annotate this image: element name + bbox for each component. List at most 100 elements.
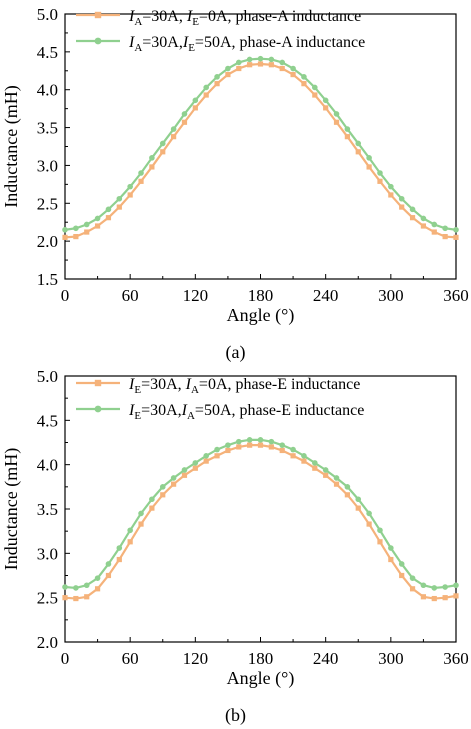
data-point bbox=[366, 521, 372, 527]
legend-label-part: =50A, phase-A inductance bbox=[195, 34, 365, 51]
x-tick-label: 300 bbox=[378, 286, 404, 305]
data-point bbox=[73, 595, 79, 602]
data-point bbox=[116, 204, 122, 210]
data-point bbox=[268, 444, 274, 450]
data-point bbox=[366, 164, 372, 170]
data-point bbox=[149, 505, 155, 511]
x-tick-label: 0 bbox=[61, 649, 70, 668]
data-point bbox=[453, 226, 459, 233]
x-tick-label: 300 bbox=[378, 649, 404, 668]
legend-label-part: =0A, phase-E inductance bbox=[199, 376, 360, 393]
y-tick-label: 3.5 bbox=[37, 500, 58, 519]
data-point bbox=[420, 594, 427, 600]
data-point bbox=[322, 97, 329, 104]
data-point bbox=[279, 447, 285, 454]
data-point bbox=[398, 561, 405, 567]
panel-caption: (a) bbox=[226, 342, 246, 363]
x-tick-label: 120 bbox=[183, 649, 209, 668]
y-tick-label: 4.0 bbox=[37, 456, 58, 475]
y-tick-label: 2.0 bbox=[37, 633, 58, 652]
y-tick-label: 2.5 bbox=[37, 194, 58, 213]
data-point bbox=[192, 97, 199, 104]
data-point bbox=[377, 170, 383, 176]
data-point bbox=[431, 585, 438, 591]
y-tick-label: 2.5 bbox=[37, 589, 58, 608]
legend-label-part: I bbox=[186, 8, 193, 25]
legend-label-part: E bbox=[134, 410, 141, 422]
data-point bbox=[377, 539, 383, 545]
data-point bbox=[355, 505, 361, 511]
x-tick-label: 360 bbox=[443, 286, 469, 305]
data-point bbox=[105, 572, 112, 579]
data-point bbox=[355, 149, 361, 155]
data-point bbox=[344, 492, 350, 498]
data-point bbox=[257, 442, 264, 448]
data-point bbox=[333, 111, 340, 117]
legend-label-part: =30A, bbox=[141, 376, 186, 393]
data-point bbox=[366, 155, 372, 161]
data-point bbox=[138, 178, 144, 184]
legend-label-part: I bbox=[128, 376, 135, 393]
data-point bbox=[257, 61, 264, 67]
data-point bbox=[301, 74, 307, 80]
data-point bbox=[322, 467, 329, 473]
data-point bbox=[257, 437, 264, 443]
data-point bbox=[301, 453, 307, 459]
data-point bbox=[105, 206, 112, 213]
data-point bbox=[388, 556, 394, 563]
data-point bbox=[138, 510, 144, 517]
data-point bbox=[290, 453, 296, 459]
data-point bbox=[409, 215, 416, 221]
series-line-1 bbox=[64, 444, 457, 600]
x-axis-label: Angle (°) bbox=[227, 668, 295, 689]
y-tick-label: 4.5 bbox=[37, 43, 58, 62]
data-point bbox=[333, 481, 340, 487]
data-point bbox=[225, 447, 231, 454]
data-point bbox=[236, 444, 242, 450]
x-tick-label: 240 bbox=[313, 649, 339, 668]
data-point bbox=[203, 453, 209, 459]
data-point bbox=[203, 458, 209, 464]
data-point bbox=[453, 234, 459, 240]
y-axis-label: Inductance (mH) bbox=[1, 448, 22, 570]
data-point bbox=[333, 119, 340, 125]
data-point bbox=[149, 496, 155, 503]
legend-marker bbox=[94, 37, 102, 45]
legend-marker bbox=[94, 405, 102, 413]
data-point bbox=[94, 215, 101, 222]
data-point bbox=[388, 545, 394, 551]
data-point bbox=[442, 234, 448, 240]
data-point bbox=[246, 56, 253, 63]
x-tick-label: 120 bbox=[183, 286, 209, 305]
data-point bbox=[214, 453, 220, 459]
data-point bbox=[192, 465, 198, 471]
data-point bbox=[192, 105, 198, 111]
y-tick-label: 2.0 bbox=[37, 232, 58, 251]
data-point bbox=[355, 496, 362, 503]
legend-label-part: I bbox=[128, 34, 135, 51]
data-point bbox=[116, 545, 123, 551]
data-point bbox=[214, 446, 220, 453]
data-point bbox=[312, 465, 318, 471]
data-point bbox=[105, 215, 112, 221]
data-point bbox=[355, 140, 362, 147]
legend-label-part: =50A, phase-E inductance bbox=[195, 402, 364, 419]
data-point bbox=[94, 223, 101, 229]
data-point bbox=[290, 71, 296, 78]
chart-b: 0 60 120 180 240 300 360 2.0 2.5 3.0 3.5 4.0 4.5 5.0 A… bbox=[1, 367, 469, 726]
data-point bbox=[344, 134, 350, 140]
y-tick-label: 5.0 bbox=[37, 5, 58, 24]
data-point bbox=[105, 561, 112, 567]
data-point bbox=[159, 484, 166, 490]
legend-label: IA=30A,IE=50A, phase-A inductance bbox=[128, 34, 365, 54]
data-point bbox=[301, 81, 307, 87]
data-point bbox=[62, 226, 68, 233]
data-point bbox=[235, 59, 242, 66]
data-point bbox=[214, 74, 220, 80]
data-point bbox=[84, 594, 90, 600]
data-point bbox=[225, 65, 231, 72]
data-point bbox=[94, 586, 101, 592]
y-tick-label: 5.0 bbox=[37, 367, 58, 386]
legend-marker bbox=[94, 11, 102, 19]
data-point bbox=[409, 206, 416, 213]
